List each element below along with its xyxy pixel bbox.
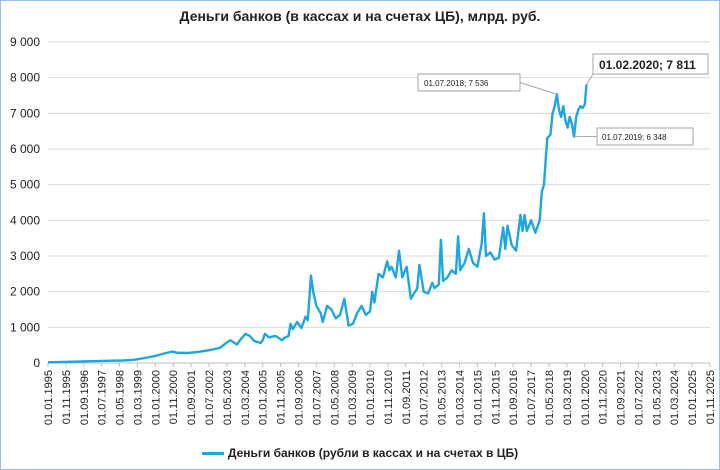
- x-tick-label: 01.07.2012: [419, 370, 431, 425]
- annotation-label: 01.07.2018; 7 536: [424, 79, 489, 88]
- y-axis-ticks: 0 1 000 2 000 3 000 4 000 5 000 6 000 7 000 8 00…: [10, 35, 40, 370]
- y-tick-label: 2 000: [10, 285, 40, 299]
- x-tick-label: 01.11.2005: [276, 370, 288, 424]
- x-tick-label: 01.09.2006: [293, 370, 305, 425]
- x-tick-label: 01.05.2013: [437, 370, 449, 425]
- x-tick-label: 01.01.2015: [472, 370, 484, 425]
- x-tick-label: 01.03.2019: [562, 370, 574, 425]
- series-layer: [47, 84, 588, 364]
- x-tick-label: 01.07.1997: [97, 370, 109, 425]
- y-tick-label: 9 000: [10, 35, 40, 49]
- y-tick-label: 3 000: [10, 249, 40, 263]
- legend: Деньги банков (рубли в кассах и на счета…: [0, 446, 720, 460]
- x-tick-label: 01.03.2024: [669, 370, 681, 425]
- x-tick-label: 01.01.2000: [150, 370, 162, 425]
- annotation-label: 01.07.2019; 6 348: [602, 133, 667, 142]
- legend-label: Деньги банков (рубли в кассах и на счета…: [227, 446, 519, 460]
- x-tick-label: 01.09.2001: [186, 370, 198, 425]
- chart-title: Деньги банков (в кассах и на счетах ЦБ),…: [179, 8, 541, 24]
- x-tick-label: 01.11.2000: [168, 370, 180, 424]
- y-tick-label: 7 000: [10, 106, 40, 120]
- x-axis-ticks: 01.01.1995 01.11.1995 01.09.1996 01.07.1997…: [43, 363, 717, 425]
- x-tick-label: 01.01.1995: [43, 370, 55, 425]
- x-tick-label: 01.09.1996: [79, 370, 91, 425]
- annotation-leader: [586, 73, 594, 85]
- x-tick-label: 01.11.2025: [705, 370, 717, 424]
- x-tick-label: 01.07.2007: [311, 370, 323, 425]
- grid: [48, 41, 710, 364]
- x-tick-label: 01.11.2020: [598, 370, 610, 424]
- annotation-box: [592, 53, 709, 75]
- y-tick-label: 1 000: [10, 320, 40, 334]
- annotation-box: [596, 127, 694, 146]
- x-tick-label: 01.07.2022: [633, 370, 645, 425]
- x-tick-label: 01.03.1999: [132, 370, 144, 425]
- x-tick-label: 01.11.2010: [383, 370, 395, 424]
- x-tick-label: 01.05.2023: [651, 370, 663, 425]
- y-tick-label: 4 000: [10, 213, 40, 227]
- x-tick-label: 01.05.2008: [329, 370, 341, 425]
- x-tick-label: 01.07.2002: [204, 370, 216, 425]
- x-tick-label: 01.05.2018: [544, 370, 556, 425]
- x-tick-label: 01.09.2011: [401, 370, 413, 424]
- annotations: 01.07.2018; 7 536 01.07.2019; 6 348 01.02.…: [417, 53, 709, 146]
- x-tick-label: 01.07.2017: [526, 370, 538, 425]
- x-tick-label: 01.11.2015: [490, 370, 502, 424]
- x-tick-label: 01.05.2003: [222, 370, 234, 425]
- x-tick-label: 01.09.2016: [508, 370, 520, 425]
- x-tick-label: 01.05.1998: [115, 370, 127, 425]
- annotation-leader: [519, 82, 558, 95]
- x-tick-label: 01.01.2010: [365, 370, 377, 425]
- y-tick-label: 0: [33, 356, 40, 370]
- legend-swatch: [201, 452, 224, 456]
- x-tick-label: 01.01.2020: [580, 370, 592, 425]
- x-tick-label: 01.11.1995: [61, 370, 73, 424]
- y-tick-label: 6 000: [10, 142, 40, 156]
- x-tick-label: 01.09.2021: [616, 370, 628, 425]
- x-tick-label: 01.03.2009: [347, 370, 359, 425]
- annotation-label: 01.02.2020; 7 811: [599, 58, 696, 72]
- x-tick-label: 01.01.2025: [687, 370, 699, 425]
- y-tick-label: 5 000: [10, 178, 40, 192]
- y-tick-label: 8 000: [10, 71, 40, 85]
- series-line: [47, 84, 588, 364]
- annotation-box: [417, 73, 521, 92]
- x-tick-label: 01.03.2014: [455, 370, 467, 425]
- x-tick-label: 01.01.2005: [258, 370, 270, 425]
- x-tick-label: 01.03.2004: [240, 370, 252, 425]
